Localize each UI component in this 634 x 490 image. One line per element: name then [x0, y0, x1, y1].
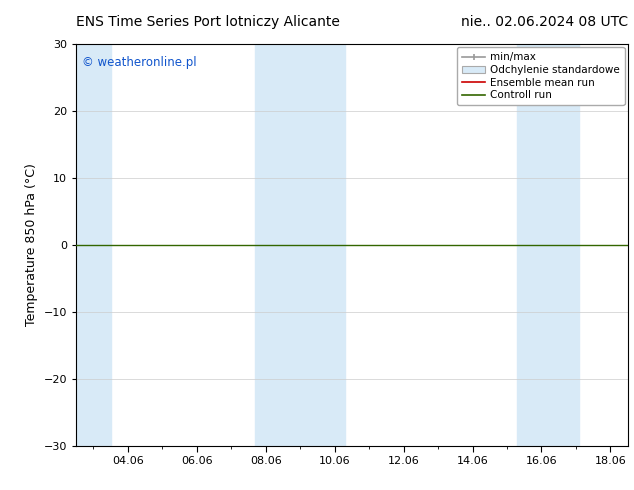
Bar: [517, 44, 579, 446]
Y-axis label: Temperature 850 hPa (°C): Temperature 850 hPa (°C): [25, 164, 38, 326]
Text: © weatheronline.pl: © weatheronline.pl: [82, 56, 196, 69]
Bar: [76, 44, 110, 446]
Legend: min/max, Odchylenie standardowe, Ensemble mean run, Controll run: min/max, Odchylenie standardowe, Ensembl…: [457, 47, 624, 105]
Text: nie.. 02.06.2024 08 UTC: nie.. 02.06.2024 08 UTC: [460, 15, 628, 29]
Bar: [256, 44, 345, 446]
Text: ENS Time Series Port lotniczy Alicante: ENS Time Series Port lotniczy Alicante: [76, 15, 340, 29]
